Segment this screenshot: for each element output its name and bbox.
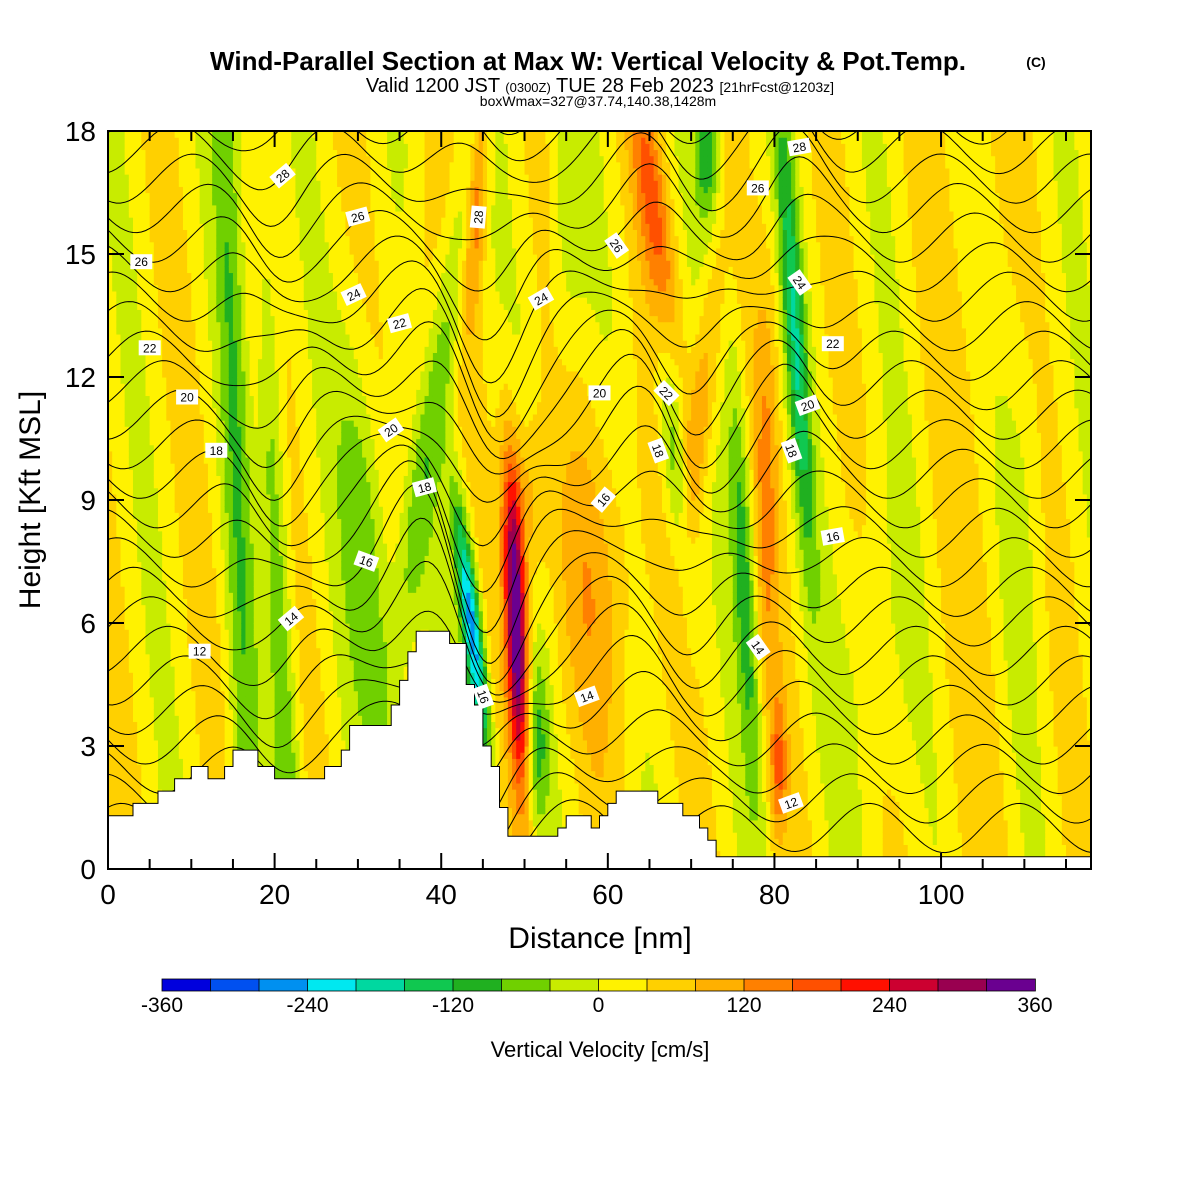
y-axis-label: Height [Kft MSL] <box>14 391 47 609</box>
colorbar-swatch <box>453 979 502 991</box>
colorbar-swatch <box>599 979 648 991</box>
isentrope-label: 28 <box>470 205 487 228</box>
colorbar-label: Vertical Velocity [cm/s] <box>491 1037 710 1062</box>
x-axis-label: Distance [nm] <box>508 922 691 955</box>
colorbar-swatch <box>502 979 551 991</box>
y-tick-label: 12 <box>65 362 96 393</box>
x-tick-label: 100 <box>918 879 965 910</box>
isentrope-label: 20 <box>176 390 198 405</box>
colorbar-tick-label: -360 <box>141 994 183 1017</box>
x-tick-label: 0 <box>100 879 116 910</box>
colorbar-swatch <box>938 979 987 991</box>
isentrope-label-text: 16 <box>825 529 841 545</box>
y-tick-label: 9 <box>80 485 96 516</box>
isentrope-label-text: 28 <box>471 210 486 225</box>
isentrope-label: 12 <box>189 644 211 659</box>
x-tick-label: 20 <box>259 879 290 910</box>
chart-title: Wind-Parallel Section at Max W: Vertical… <box>210 46 966 76</box>
colorbar-swatch <box>211 979 260 991</box>
colorbar-tick-label: -240 <box>286 994 328 1017</box>
colorbar-swatch <box>647 979 696 991</box>
colorbar-swatch <box>987 979 1036 991</box>
isentrope-label: 18 <box>205 443 227 458</box>
x-tick-label: 60 <box>592 879 623 910</box>
colorbar-swatch <box>259 979 308 991</box>
colorbar-swatch <box>405 979 454 991</box>
colorbar-swatch <box>162 979 211 991</box>
title-copyright-mark: (C) <box>1026 54 1045 70</box>
x-tick-label: 40 <box>426 879 457 910</box>
colorbar-swatch <box>308 979 357 991</box>
colorbar-tick-label: 120 <box>726 994 761 1017</box>
isentrope-label: 22 <box>139 340 161 355</box>
chart-subtitle-2: boxWmax=327@37.74,140.38,1428m <box>480 93 716 109</box>
isentrope-label-text: 20 <box>180 391 194 405</box>
isentrope-label-text: 28 <box>792 139 808 155</box>
colorbar-swatch <box>550 979 599 991</box>
colorbar-swatch <box>696 979 745 991</box>
colorbar-swatch <box>890 979 939 991</box>
isentrope-label: 20 <box>589 385 611 400</box>
colorbar-tick-labels: -360 -240 -120 0 120 240 360 <box>141 994 1053 1017</box>
isentrope-label-text: 22 <box>826 337 840 351</box>
y-tick-labels: 0 3 6 9 12 15 18 <box>65 116 96 885</box>
isentrope-label: 22 <box>822 336 844 351</box>
colorbar-tick-label: 240 <box>872 994 907 1017</box>
colorbar-swatch <box>841 979 890 991</box>
y-tick-label: 15 <box>65 239 96 270</box>
colorbar-swatch <box>744 979 793 991</box>
isentrope-label: 26 <box>747 180 769 195</box>
y-tick-label: 6 <box>80 608 96 639</box>
colorbar <box>162 979 1035 991</box>
x-tick-labels: 0 20 40 60 80 100 <box>100 879 964 910</box>
colorbar-tick-label: -120 <box>432 994 474 1017</box>
isentrope-label-text: 12 <box>193 645 207 659</box>
isentrope-label-text: 18 <box>210 444 224 458</box>
colorbar-swatch <box>793 979 842 991</box>
colorbar-tick-label: 0 <box>593 994 605 1017</box>
colorbar-swatch <box>356 979 405 991</box>
isentrope-label-text: 22 <box>143 341 157 355</box>
y-tick-label: 0 <box>80 854 96 885</box>
isentrope-label: 26 <box>130 254 152 269</box>
y-tick-label: 3 <box>80 731 96 762</box>
isentrope-label-text: 20 <box>593 386 607 400</box>
y-tick-label: 18 <box>65 116 96 147</box>
subtitle-forecast: [21hrFcst@1203z] <box>719 79 834 95</box>
isentrope-label-text: 26 <box>135 255 149 269</box>
x-tick-label: 80 <box>759 879 790 910</box>
isentrope-label-text: 26 <box>751 181 765 195</box>
colorbar-tick-label: 360 <box>1017 994 1052 1017</box>
